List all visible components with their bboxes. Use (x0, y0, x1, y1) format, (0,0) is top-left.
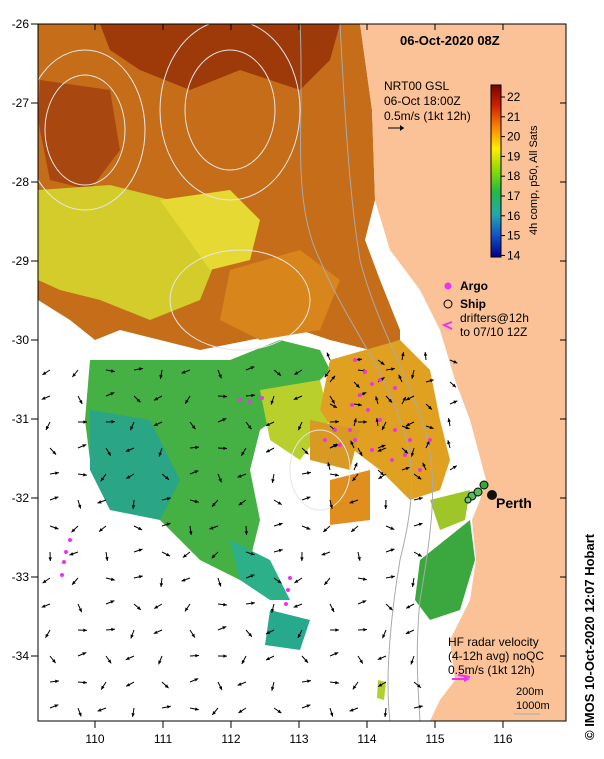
y-tick-label: -31 (12, 412, 30, 426)
colorbar-tick-label: 19 (507, 149, 521, 163)
colorbar-tick-label: 21 (507, 110, 521, 124)
y-tick-label: -30 (12, 333, 30, 347)
y-axis: -26 -27 -28 -29 -30 -31 -32 -33 -34 (12, 17, 566, 663)
sea-level-contours (38, 24, 351, 511)
credit-label: © IMOS 10-Oct-2020 12:07 Hobart (582, 533, 597, 740)
argo-markers (60, 358, 471, 678)
isobath-200-label: 200m (516, 686, 544, 698)
ship-legend-icon (443, 299, 453, 309)
colorbar-tick-label: 16 (507, 209, 521, 223)
x-tick-label: 114 (357, 732, 376, 746)
isobath-1000-label: 1000m (516, 700, 550, 712)
x-tick-label: 115 (425, 732, 444, 746)
land-mass (360, 24, 566, 721)
perth-label: Perth (496, 495, 532, 511)
colorbar-ticks: 22 21 20 19 18 17 16 15 14 (501, 90, 521, 262)
x-tick-label: 110 (85, 732, 104, 746)
gsl-line1: NRT00 GSL (384, 79, 449, 93)
gsl-line2: 06-Oct 18:00Z (384, 94, 461, 108)
y-tick-label: -28 (12, 175, 30, 189)
drifters-legend-line1: drifters@12h (460, 311, 529, 325)
argo-legend-icon (444, 282, 452, 290)
y-tick-label: -29 (12, 254, 30, 268)
drifter-legend-icon (441, 321, 453, 330)
argo-legend-label: Argo (460, 279, 488, 293)
colorbar (490, 84, 502, 258)
colorbar-label: 4h comp, p50, All Sats (528, 125, 540, 235)
gsl-line3: 0.5m/s (1kt 12h) (384, 109, 471, 123)
isobath-lines (299, 24, 434, 721)
colorbar-tick-label: 14 (507, 248, 521, 262)
colorbar-tick-label: 22 (507, 90, 521, 104)
colorbar-tick-label: 20 (507, 130, 521, 144)
colorbar-tick-label: 15 (507, 229, 521, 243)
x-tick-label: 112 (221, 732, 240, 746)
y-tick-label: -26 (12, 17, 30, 31)
plot-frame (37, 23, 567, 722)
y-tick-label: -33 (12, 570, 30, 584)
x-tick-label: 116 (493, 732, 512, 746)
y-tick-label: -34 (12, 649, 30, 663)
drifters-legend-line2: to 07/10 12Z (460, 325, 527, 339)
map-title: 06-Oct-2020 08Z (400, 33, 500, 48)
perth-marker (487, 490, 497, 500)
x-tick-label: 113 (289, 732, 308, 746)
radar-line1: HF radar velocity (448, 635, 539, 649)
y-tick-label: -27 (12, 96, 30, 110)
colorbar-tick-label: 18 (507, 169, 521, 183)
x-tick-label: 111 (154, 732, 173, 746)
colorbar-tick-label: 17 (507, 189, 521, 203)
x-axis: 110 111 112 113 114 115 116 (85, 24, 513, 746)
radar-line2: (4-12h avg) noQC (448, 649, 544, 663)
ship-legend-label: Ship (460, 297, 486, 311)
ship-markers (464, 480, 489, 504)
y-tick-label: -32 (12, 491, 30, 505)
velocity-arrows (41, 351, 458, 718)
radar-line3: 0.5m/s (1kt 12h) (448, 663, 535, 677)
